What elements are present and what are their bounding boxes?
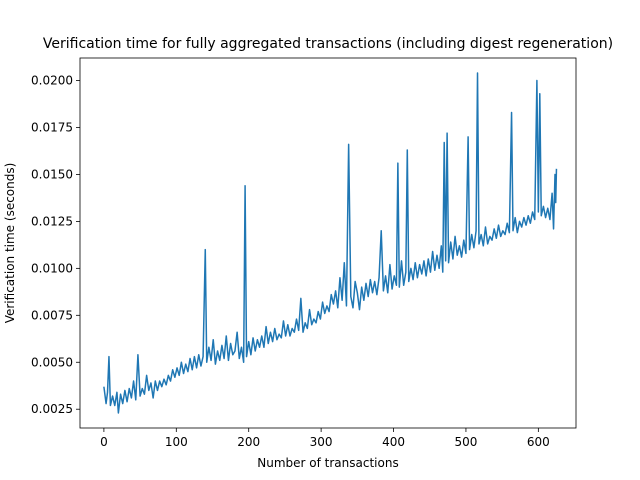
x-tick-label: 200 [237,435,260,449]
y-tick-label: 0.0150 [31,167,73,181]
y-tick-label: 0.0100 [31,261,73,275]
x-tick-label: 500 [454,435,477,449]
y-tick-label: 0.0075 [31,308,73,322]
y-tick-label: 0.0025 [31,402,73,416]
y-tick-label: 0.0050 [31,355,73,369]
y-tick-label: 0.0175 [31,120,73,134]
plot-frame [79,57,577,429]
x-tick-label: 600 [527,435,550,449]
x-axis: 0 100 200 300 400 500 600 [100,428,550,449]
y-axis: 0.0025 0.0050 0.0075 0.0100 0.0125 0.0150 0.01… [31,74,80,416]
plot-area [103,72,558,414]
y-axis-label: Verification time (seconds) [3,163,17,324]
x-tick-label: 0 [100,435,108,449]
x-tick-label: 300 [310,435,333,449]
y-tick-label: 0.0200 [31,74,73,88]
x-tick-label: 100 [165,435,188,449]
chart-title: Verification time for fully aggregated t… [43,36,613,52]
x-tick-label: 400 [382,435,405,449]
y-tick-label: 0.0125 [31,214,73,228]
plot-background [80,58,576,428]
x-axis-label: Number of transactions [257,456,398,470]
series-line [103,72,558,414]
